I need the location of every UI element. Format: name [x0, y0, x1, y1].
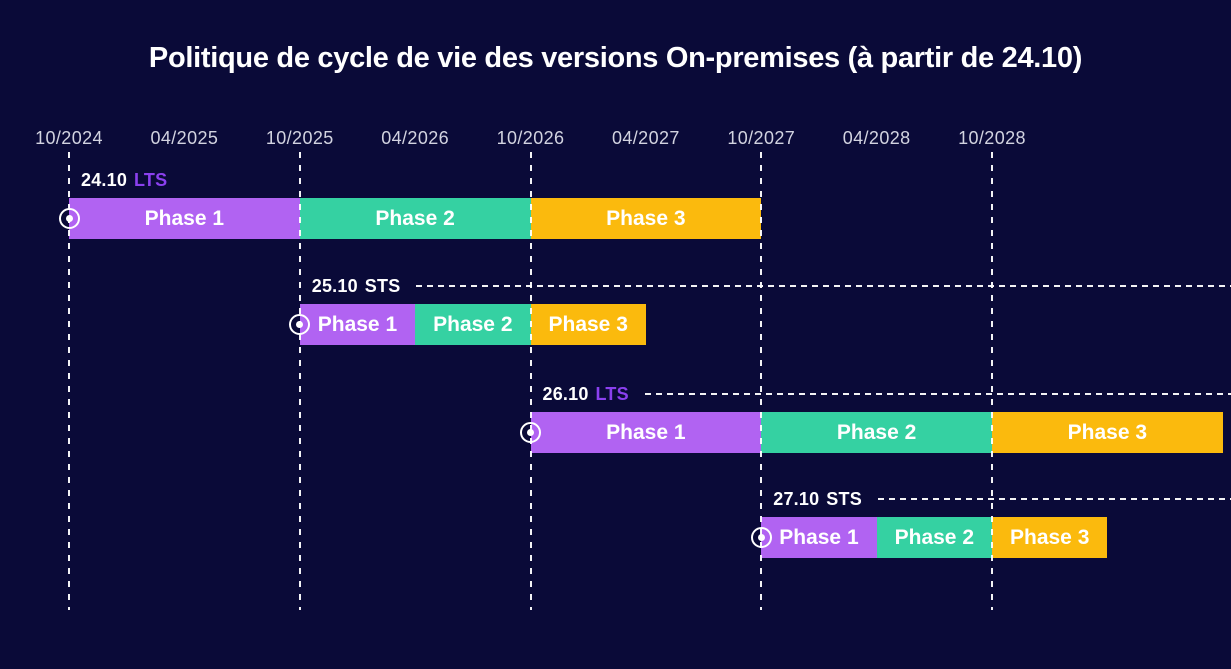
- release-start-marker: [58, 208, 80, 229]
- phase-bar-1: Phase 1: [761, 517, 877, 558]
- trailing-dashed-line: [877, 498, 1231, 500]
- vertical-gridline: [298, 152, 301, 610]
- trailing-dashed-line: [416, 285, 1231, 287]
- channel-badge-lts: LTS: [595, 383, 629, 404]
- phase-bar-label: Phase 3: [1067, 420, 1148, 444]
- version-label: 26.10: [542, 383, 589, 404]
- release-start-marker: [289, 314, 311, 335]
- chart-title: Politique de cycle de vie des versions O…: [148, 42, 1083, 74]
- phase-bar-label: Phase 3: [548, 312, 628, 336]
- marker-dot: [296, 321, 304, 328]
- axis-tick-label: 10/2024: [35, 128, 103, 148]
- phase-bar-2: Phase 2: [415, 304, 531, 345]
- axis-tick-label: 10/2027: [727, 128, 796, 148]
- phase-bar-label: Phase 3: [1009, 525, 1090, 549]
- row-label-25.10: 25.10 STS: [312, 275, 1231, 297]
- axis-tick-label: 04/2027: [611, 128, 680, 148]
- release-start-marker: [750, 527, 772, 548]
- phase-bar-label: Phase 1: [779, 525, 859, 549]
- row-label-24.10: 24.10 LTS: [81, 169, 1231, 191]
- phase-bar-label: Phase 2: [375, 206, 455, 230]
- vertical-gridline: [760, 152, 763, 610]
- vertical-gridline: [529, 152, 532, 610]
- channel-badge-sts: STS: [826, 488, 862, 509]
- marker-dot: [527, 429, 534, 436]
- phase-bar-3: Phase 3: [992, 412, 1223, 453]
- phase-bar-1: Phase 1: [530, 412, 762, 453]
- channel-badge-sts: STS: [364, 275, 401, 296]
- axis-tick-label: 10/2028: [958, 128, 1026, 148]
- phase-bar-2: Phase 2: [761, 412, 992, 453]
- phase-bar-3: Phase 3: [992, 517, 1108, 558]
- channel-badge-lts: LTS: [134, 169, 168, 190]
- phase-bar-1: Phase 1: [69, 198, 300, 239]
- phase-bar-label: Phase 2: [894, 525, 974, 549]
- axis-tick-label: 04/2028: [842, 128, 911, 148]
- version-label: 27.10: [773, 488, 820, 509]
- version-label: 25.10: [311, 275, 358, 296]
- phase-bar-2: Phase 2: [876, 517, 992, 558]
- vertical-gridline: [68, 152, 70, 610]
- axis-tick-label: 10/2025: [265, 128, 334, 148]
- phase-bar-label: Phase 3: [606, 206, 686, 230]
- marker-dot: [65, 215, 73, 222]
- phase-bar-2: Phase 2: [299, 198, 531, 239]
- release-start-marker: [520, 422, 541, 443]
- phase-bar-1: Phase 1: [299, 304, 416, 345]
- phase-bar-label: Phase 1: [317, 312, 398, 336]
- phase-bar-3: Phase 3: [530, 198, 762, 239]
- phase-bar-label: Phase 2: [836, 420, 917, 444]
- phase-bar-3: Phase 3: [530, 304, 646, 345]
- axis-tick-label: 04/2026: [381, 128, 450, 148]
- marker-dot: [757, 534, 765, 541]
- phase-bar-label: Phase 2: [433, 312, 513, 336]
- row-label-27.10: 27.10 STS: [773, 488, 1231, 510]
- axis-tick-label: 04/2025: [150, 128, 219, 148]
- version-label: 24.10: [81, 169, 128, 190]
- axis-tick-label: 10/2026: [496, 128, 565, 148]
- row-label-26.10: 26.10 LTS: [543, 383, 1231, 405]
- vertical-gridline: [991, 152, 993, 610]
- phase-bar-label: Phase 1: [606, 420, 686, 444]
- phase-bar-label: Phase 1: [144, 206, 225, 230]
- trailing-dashed-line: [644, 393, 1231, 395]
